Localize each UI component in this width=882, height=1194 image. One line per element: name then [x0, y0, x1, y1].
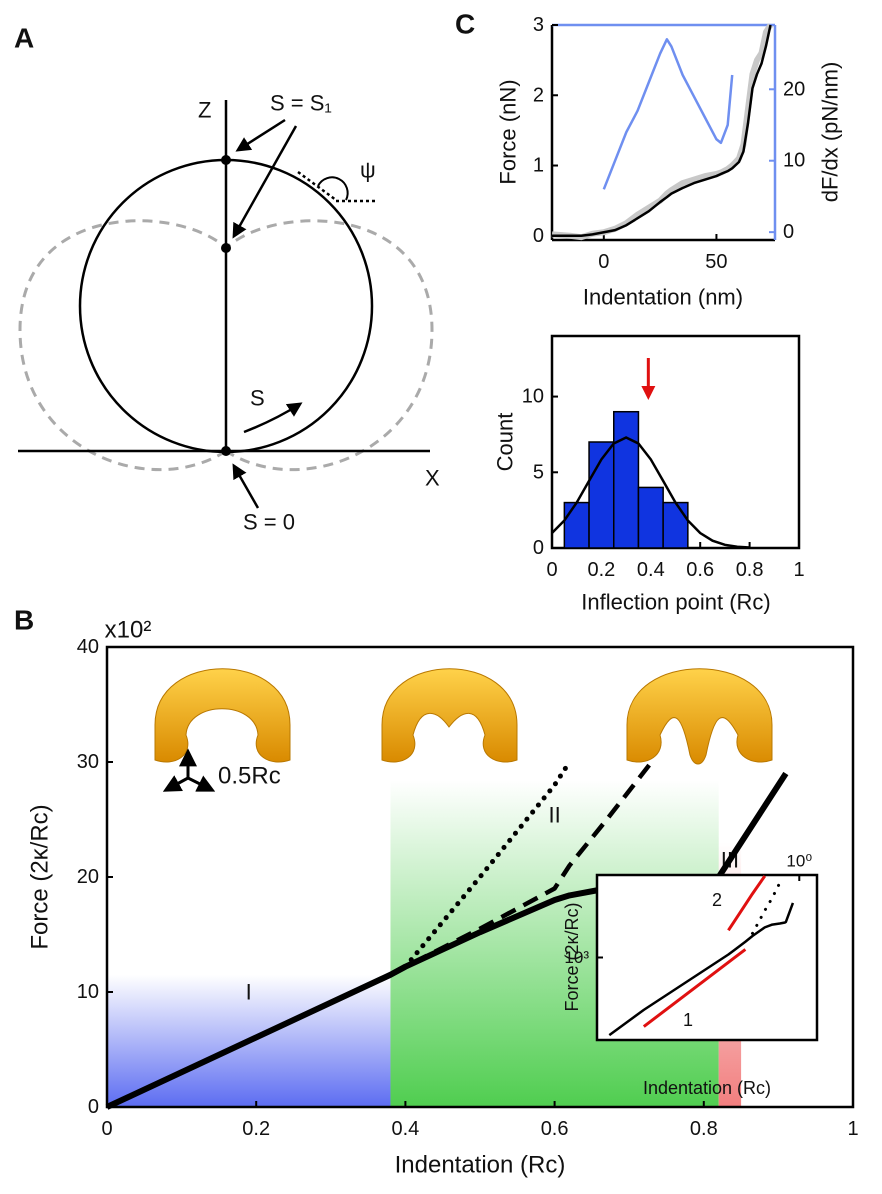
panel-label: B: [14, 605, 34, 636]
y-tick-label: 0: [533, 537, 544, 559]
annotation: 2: [712, 890, 722, 910]
y-axis-label: Force (2κ/Rc): [27, 804, 54, 949]
diagram-label: X: [425, 466, 440, 491]
point: [221, 243, 231, 253]
inset-background: [597, 875, 817, 1040]
tangent: [297, 170, 337, 202]
x-tick-label: 50: [705, 251, 727, 273]
x-axis-label: Indentation (Rc): [643, 1078, 771, 1098]
histogram-bar: [613, 410, 640, 549]
x-tick-label: 0.8: [690, 1118, 718, 1140]
panel-label: C: [455, 9, 475, 40]
diagram-label: S = 0: [243, 510, 295, 535]
surface: [381, 668, 518, 763]
x-tick-label: 0.4: [637, 559, 665, 581]
arrow: [243, 402, 303, 434]
marker-arrowhead: [641, 386, 656, 400]
x-tick-label: 0: [546, 559, 557, 581]
y-tick-label: 3: [533, 14, 544, 36]
y-tick-label: 10: [77, 981, 99, 1003]
scale-arrow: [187, 775, 216, 792]
x-tick-label: 0.8: [736, 559, 764, 581]
histogram-bar: [637, 486, 664, 549]
axis-multiplier: x10²: [105, 617, 152, 644]
panel-label: A: [14, 23, 34, 54]
x-tick-label: 0: [598, 251, 609, 273]
x-tick-label: 0.2: [587, 559, 615, 581]
y-tick-label: 5: [533, 461, 544, 483]
x-axis-label: Indentation (Rc): [395, 1152, 566, 1179]
x-tick-label: 0.6: [541, 1118, 569, 1140]
x-axis-label: Inflection point (Rc): [581, 590, 771, 615]
scale-arrow: [162, 775, 189, 792]
line-series: [389, 760, 654, 977]
y-axis-label: Count: [493, 413, 518, 472]
region-label: II: [548, 802, 560, 827]
x-axis-label: Indentation (nm): [583, 285, 743, 310]
line-series: [608, 902, 795, 1037]
x-tick-label: 1: [793, 559, 804, 581]
arrow: [232, 125, 298, 239]
surface: [154, 668, 291, 763]
y2-tick-label: 10: [783, 150, 805, 172]
x-tick-label: 0.2: [242, 1118, 270, 1140]
y2-tick-label: 0: [783, 221, 794, 243]
arrow: [235, 118, 286, 152]
point: [221, 446, 231, 456]
diagram-label: ψ: [360, 158, 376, 183]
arrow: [232, 463, 260, 509]
y-axis-label: Force (2κ/Rc): [562, 902, 582, 1011]
region-label: I: [246, 980, 252, 1005]
y-tick-label: 10: [522, 386, 544, 408]
diagram-a: Z S = S₁ ψ S X S = 0: [18, 91, 440, 535]
point: [221, 155, 231, 165]
y2-axis-label: dF/dx (pN/nm): [818, 62, 843, 203]
x-tick-label: 0.6: [686, 559, 714, 581]
y-tick-label: 40: [77, 636, 99, 658]
diagram-label: Z: [198, 98, 211, 123]
line-series: [551, 23, 774, 241]
histogram-bar: [662, 501, 689, 549]
x-tick-label: 0: [101, 1118, 112, 1140]
line-series: [642, 948, 747, 1028]
surface-renderings: [154, 668, 773, 792]
angle-arc: [317, 176, 349, 201]
line-series: [602, 38, 734, 190]
y2-tick-label: 20: [783, 78, 805, 100]
y-tick-label: 10³: [564, 948, 589, 967]
annotation: 1: [683, 1010, 693, 1030]
y-axis-label: Force (nN): [496, 79, 521, 184]
y-tick-label: 30: [77, 751, 99, 773]
y-tick-label: 1: [533, 155, 544, 177]
fit-curve: [551, 436, 750, 549]
y-tick-label: 0: [533, 225, 544, 247]
y-tick-label: 2: [533, 84, 544, 106]
histogram-bar: [563, 501, 590, 549]
x-tick-label: 0.4: [391, 1118, 419, 1140]
diagram-label: S = S₁: [270, 91, 332, 116]
x-tick-label: 1: [847, 1118, 858, 1140]
diagram-label: S: [250, 386, 265, 411]
y-tick-label: 20: [77, 866, 99, 888]
line-series: [552, 24, 772, 238]
y-tick-label: 0: [88, 1096, 99, 1118]
annotation: 0.5Rc: [218, 763, 281, 790]
x-tick-label: 10⁰: [786, 852, 812, 871]
surface: [626, 668, 773, 765]
line-series: [727, 875, 767, 932]
